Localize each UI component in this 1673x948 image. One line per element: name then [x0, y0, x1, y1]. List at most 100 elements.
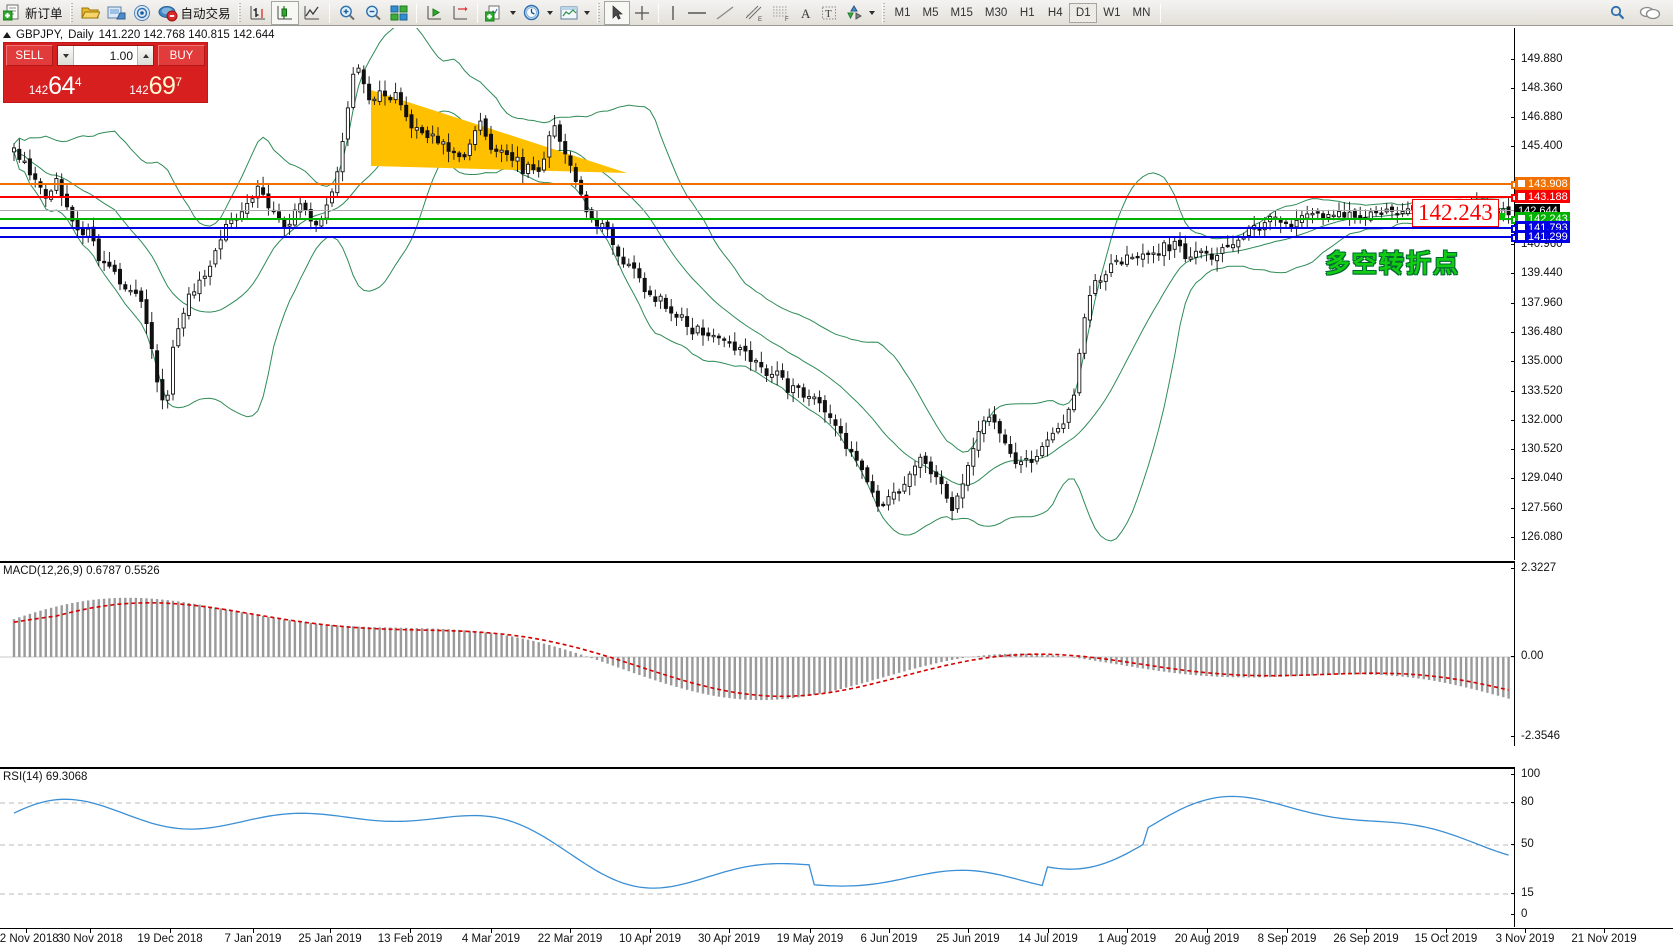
buy-price-main: 69	[148, 72, 176, 100]
chevron-down-icon[interactable]	[868, 10, 875, 15]
date-label: 30 Nov 2018	[57, 933, 123, 945]
timeframe-m15[interactable]: M15	[950, 6, 973, 19]
line-chart-icon	[302, 4, 322, 22]
sell-button[interactable]: SELL	[6, 45, 53, 66]
collapse-icon[interactable]	[3, 32, 11, 38]
vertical-line-button[interactable]	[663, 1, 683, 25]
price-pane[interactable]: 149.880 148.360 146.880 145.400 140.960 139.4…	[0, 28, 1673, 560]
templates-button[interactable]	[556, 1, 593, 25]
timeframe-mn[interactable]: MN	[1132, 6, 1151, 19]
rsi-tick: 0	[1511, 908, 1527, 920]
sell-price-main: 64	[48, 72, 75, 100]
rsi-series	[0, 795, 1514, 895]
chart-shift-icon	[424, 4, 444, 22]
line-chart-button[interactable]	[299, 1, 325, 25]
templates-icon	[559, 4, 579, 22]
trade-panel-top-row: SELL 1.00 BUY	[4, 43, 207, 68]
chart-window[interactable]: GBPJPY, Daily 141.220 142.768 140.815 14…	[0, 27, 1673, 948]
date-tick	[90, 929, 91, 933]
price-plot-area[interactable]	[0, 28, 1514, 560]
buy-price-display[interactable]: 142 69 7	[106, 68, 205, 100]
trendline-button[interactable]	[711, 1, 739, 25]
macd-plot-area[interactable]	[0, 561, 1514, 746]
chevron-down-icon[interactable]	[546, 10, 553, 15]
sell-price-prefix: 142	[28, 85, 49, 97]
timeframe-m5[interactable]: M5	[922, 6, 939, 19]
timeframe-d1[interactable]: D1	[1069, 2, 1098, 23]
zoom-in-button[interactable]	[334, 1, 360, 25]
price-tick: 136.480	[1511, 326, 1563, 338]
folder-icon	[80, 4, 100, 22]
price-tag-support-blue-2: 141.299	[1515, 230, 1570, 243]
crosshair-button[interactable]	[630, 1, 654, 25]
toolbar-divider	[415, 2, 417, 23]
sell-price-display[interactable]: 142 64 4	[6, 68, 105, 100]
svg-text:T: T	[825, 8, 832, 20]
candlestick-series	[11, 28, 1511, 542]
bar-chart-button[interactable]	[245, 1, 271, 25]
auto-trading-button[interactable]: 自动交易	[155, 1, 234, 25]
toolbar-divider	[1160, 2, 1162, 23]
chart-shift-button[interactable]	[421, 1, 447, 25]
search-button[interactable]	[1605, 1, 1631, 25]
equidistant-channel-button[interactable]: E	[739, 1, 767, 25]
date-tick	[26, 929, 27, 933]
folder-button[interactable]	[77, 1, 103, 25]
horizontal-line-button[interactable]	[683, 1, 711, 25]
price-tag-resistance-red: 143.188	[1515, 190, 1570, 203]
price-tick: 127.560	[1511, 502, 1563, 514]
text-button[interactable]: A	[795, 1, 817, 25]
price-line-pivot-green[interactable]	[0, 216, 1519, 224]
candlestick-button[interactable]	[270, 0, 299, 25]
volume-stepper[interactable]: 1.00	[57, 45, 154, 66]
fibonacci-button[interactable]: F	[767, 1, 795, 25]
price-tick: 146.880	[1511, 111, 1563, 123]
trendline-icon	[714, 4, 736, 22]
timeframe-h1[interactable]: H1	[1019, 6, 1035, 19]
shapes-button[interactable]	[841, 1, 878, 25]
volume-increase-button[interactable]	[137, 46, 153, 65]
toolbar-separator	[881, 2, 885, 23]
chevron-down-icon[interactable]	[509, 10, 516, 15]
signals-button[interactable]	[129, 1, 155, 25]
date-tick	[968, 929, 969, 933]
rsi-plot-area[interactable]	[0, 767, 1514, 927]
indicators-button[interactable]	[482, 1, 519, 25]
price-line-support-blue-1[interactable]	[0, 225, 1519, 233]
price-tick: 149.880	[1511, 53, 1563, 65]
chart-symbol: GBPJPY,	[16, 29, 64, 41]
macd-tick: 0.00	[1511, 650, 1543, 662]
macd-axis: 2.3227 0.00 -2.3546	[1511, 561, 1673, 746]
timeframe-m1[interactable]: M1	[894, 6, 911, 19]
toolbar-divider	[476, 2, 478, 23]
date-label: 12 Nov 2018	[0, 933, 59, 945]
new-order-button[interactable]: 新订单	[0, 1, 66, 25]
zoom-out-button[interactable]	[360, 1, 386, 25]
cursor-button[interactable]	[603, 0, 630, 25]
period-button[interactable]	[519, 1, 556, 25]
timeframe-m30[interactable]: M30	[984, 6, 1008, 19]
chat-button[interactable]	[1635, 1, 1665, 25]
volume-decrease-button[interactable]	[58, 46, 74, 65]
volume-value[interactable]: 1.00	[109, 48, 133, 63]
rsi-pane[interactable]: RSI(14) 69.3068 100 80 50 15 0	[0, 767, 1673, 927]
price-line-resistance-red[interactable]	[0, 194, 1519, 202]
macd-pane[interactable]: MACD(12,26,9) 0.6787 0.5526 2.3227 0.00 -2…	[0, 561, 1673, 746]
price-line-support-blue-2[interactable]	[0, 234, 1519, 242]
label-button[interactable]: T	[817, 1, 841, 25]
horizontal-line-icon	[686, 4, 708, 22]
save-chart-button[interactable]	[103, 1, 129, 25]
price-axis[interactable]: 149.880 148.360 146.880 145.400 140.960 139.4…	[1511, 28, 1673, 560]
tile-windows-button[interactable]	[386, 1, 412, 25]
save-chart-icon	[106, 4, 126, 22]
auto-scroll-button[interactable]	[447, 1, 473, 25]
chevron-down-icon[interactable]	[583, 10, 590, 15]
timeframe-h4[interactable]: H4	[1047, 6, 1063, 19]
timeframe-w1[interactable]: W1	[1103, 6, 1121, 19]
price-tick: 132.000	[1511, 414, 1563, 426]
buy-button[interactable]: BUY	[158, 45, 205, 66]
one-click-trading-panel[interactable]: SELL 1.00 BUY 142 64 4	[3, 42, 208, 103]
macd-label: MACD(12,26,9) 0.6787 0.5526	[3, 565, 160, 577]
price-line-resistance-orange[interactable]	[0, 181, 1519, 189]
